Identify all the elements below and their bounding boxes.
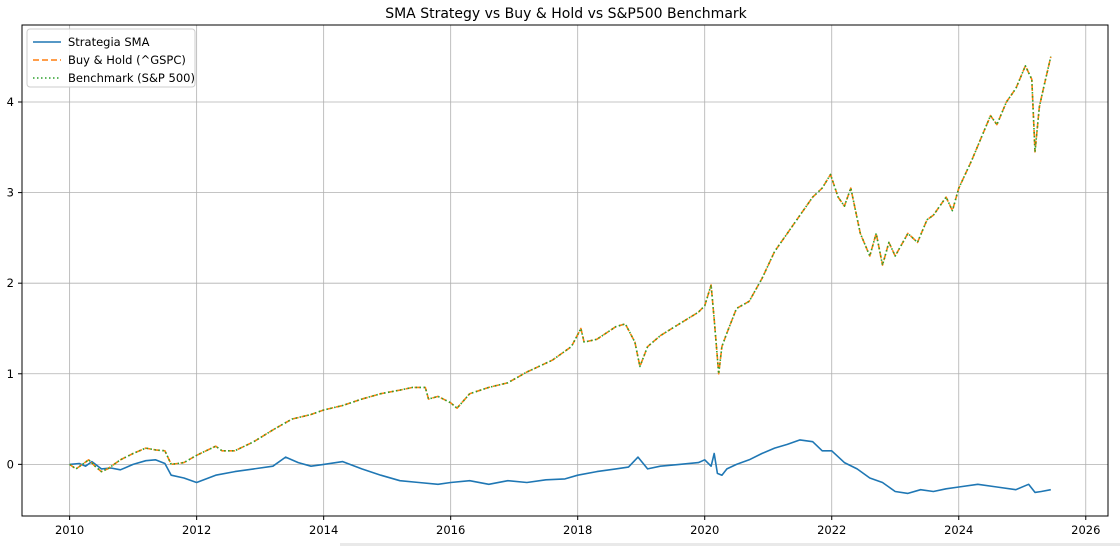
- y-tick-label: 2: [7, 276, 14, 290]
- x-tick-label: 2014: [309, 523, 338, 537]
- legend-label-2: Buy & Hold (^GSPC): [68, 53, 186, 67]
- x-tick-label: 2018: [563, 523, 592, 537]
- series-line-3: [69, 56, 1052, 473]
- axis-ticks: 2010 2012 2014 2016 2018 2020 2022 2024 2026 0 1 2 3…: [7, 95, 1101, 537]
- x-tick-label: 2020: [690, 523, 719, 537]
- y-tick-label: 3: [7, 186, 14, 200]
- x-tick-label: 2010: [55, 523, 84, 537]
- series-line-2: [69, 56, 1052, 473]
- chart-title: SMA Strategy vs Buy & Hold vs S&P500 Ben…: [385, 6, 747, 22]
- plot-frame: [21, 24, 1109, 517]
- legend-label-1: Strategia SMA: [68, 35, 150, 49]
- y-tick-label: 4: [7, 95, 14, 109]
- legend-label-3: Benchmark (S&P 500): [68, 71, 195, 85]
- legend: Strategia SMA Buy & Hold (^GSPC) Benchmark…: [26, 28, 196, 88]
- x-tick-label: 2024: [944, 523, 973, 537]
- grid: [22, 25, 1108, 516]
- x-tick-label: 2012: [182, 523, 211, 537]
- x-tick-label: 2022: [817, 523, 846, 537]
- legend-box: [26, 28, 196, 88]
- y-tick-label: 1: [7, 367, 14, 381]
- plot-series: [69, 56, 1052, 495]
- x-tick-label: 2026: [1071, 523, 1100, 537]
- bottom-scroll-strip: [340, 543, 1120, 546]
- y-tick-label: 0: [7, 457, 14, 471]
- x-tick-label: 2016: [436, 523, 465, 537]
- series-line-1: [69, 439, 1051, 495]
